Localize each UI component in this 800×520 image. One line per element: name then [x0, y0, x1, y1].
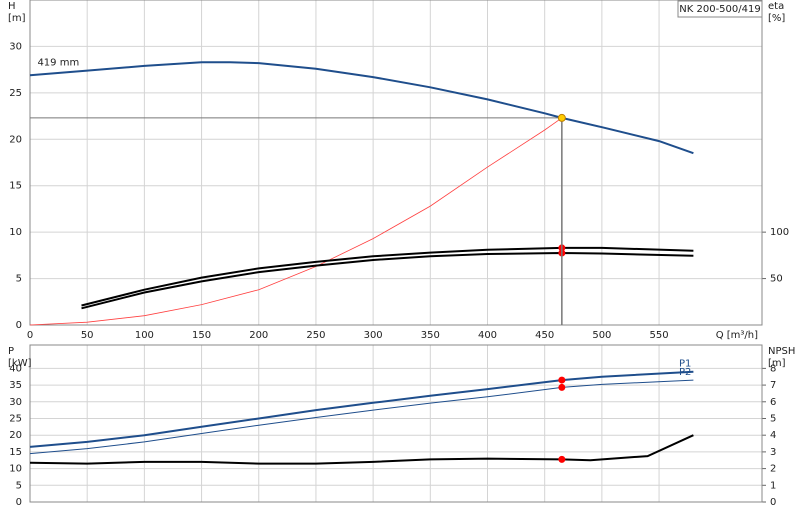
y-tick-label: 0: [16, 320, 22, 331]
operating-point: [558, 455, 566, 463]
operating-point: [557, 113, 566, 122]
y-tick-label: 15: [9, 447, 22, 458]
y2-tick-label: 8: [770, 363, 776, 374]
chart-title: NK 200-500/419: [679, 4, 760, 15]
y-tick-label: 35: [9, 380, 22, 391]
y-tick-label: 0: [16, 497, 22, 508]
y-tick-label: 5: [16, 480, 22, 491]
x-tick-label: 150: [192, 330, 211, 341]
y-tick-label: 20: [9, 430, 22, 441]
y-tick-label: 25: [9, 88, 22, 99]
y-tick-label: 20: [9, 134, 22, 145]
y-tick-label: 10: [9, 227, 22, 238]
operating-point: [558, 376, 566, 384]
y2-axis-unit: [m]: [768, 358, 786, 369]
operating-point: [558, 383, 566, 391]
x-tick-label: 400: [478, 330, 497, 341]
x-tick-label: 300: [364, 330, 383, 341]
x-tick-label: 250: [306, 330, 325, 341]
y2-tick-label: 5: [770, 413, 776, 424]
y-axis-unit: [m]: [8, 13, 26, 24]
curve-label: P1: [679, 359, 691, 370]
y2-tick-label: 100: [770, 227, 789, 238]
x-axis-label: Q [m³/h]: [716, 330, 758, 341]
curve: [29, 379, 694, 455]
curve: [29, 61, 694, 155]
y2-tick-label: 4: [770, 430, 776, 441]
x-tick-label: 0: [27, 330, 33, 341]
plot-frame: [29, 0, 763, 326]
y-tick-label: 5: [16, 274, 22, 285]
x-tick-label: 350: [421, 330, 440, 341]
y-axis-label: P: [8, 346, 14, 357]
y2-tick-label: 1: [770, 480, 776, 491]
curve-label: 419 mm: [37, 58, 79, 69]
curve-label: P2: [679, 367, 691, 378]
y2-tick-label: 6: [770, 397, 776, 408]
y-tick-label: 30: [9, 397, 22, 408]
title-box: [677, 0, 763, 18]
curve: [29, 370, 694, 448]
y2-axis-label: NPSH: [768, 346, 795, 357]
y2-axis-unit: [%]: [768, 13, 785, 24]
x-tick-label: 450: [535, 330, 554, 341]
y-tick-label: 15: [9, 181, 22, 192]
y2-tick-label: 3: [770, 447, 776, 458]
y-axis-label: H: [8, 1, 16, 12]
y-tick-label: 40: [9, 363, 22, 374]
x-tick-label: 100: [135, 330, 154, 341]
y2-tick-label: 50: [770, 274, 783, 285]
y2-axis-label: eta: [768, 1, 784, 12]
x-tick-label: 200: [249, 330, 268, 341]
y-axis-unit: [kW]: [8, 358, 32, 369]
x-tick-label: 50: [81, 330, 94, 341]
y2-tick-label: 0: [770, 497, 776, 508]
y2-tick-label: 2: [770, 464, 776, 475]
y-tick-label: 25: [9, 413, 22, 424]
y2-tick-label: 7: [770, 380, 776, 391]
plot-frame: [29, 344, 763, 503]
y-tick-label: 30: [9, 41, 22, 52]
curve: [29, 117, 563, 326]
curve: [29, 434, 694, 465]
curve: [81, 246, 694, 307]
x-tick-label: 500: [592, 330, 611, 341]
x-tick-label: 550: [650, 330, 669, 341]
curve: [81, 251, 694, 310]
y-tick-label: 10: [9, 464, 22, 475]
